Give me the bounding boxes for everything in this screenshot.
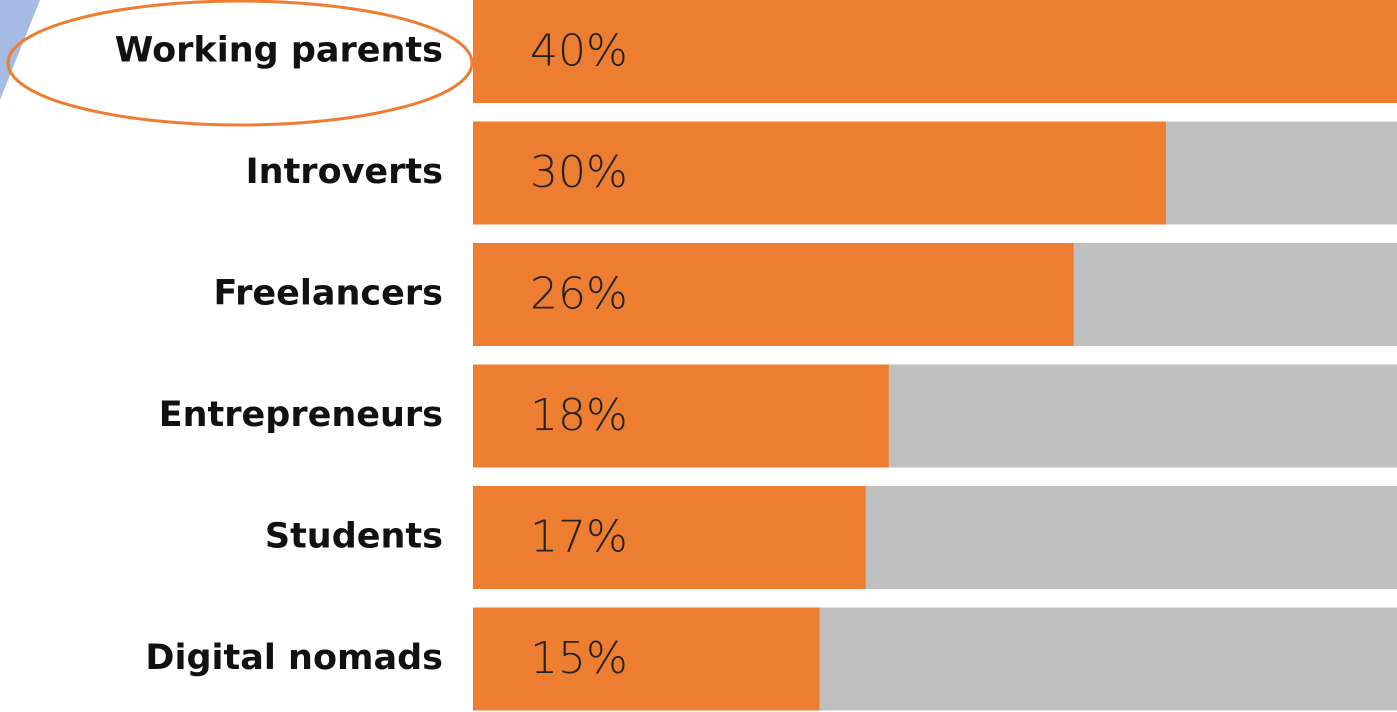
category-label: Entrepreneurs	[159, 395, 443, 435]
value-label: 15%	[530, 633, 628, 684]
value-label: 26%	[530, 269, 628, 320]
bar	[473, 486, 866, 589]
category-label: Digital nomads	[145, 638, 443, 678]
category-label: Students	[265, 517, 443, 557]
value-label: 17%	[530, 512, 628, 563]
value-label: 18%	[530, 390, 628, 441]
bar	[473, 243, 1074, 346]
category-label: Working parents	[115, 31, 443, 71]
bar	[473, 364, 889, 468]
bar	[473, 121, 1166, 225]
bar	[473, 0, 1397, 103]
category-label: Freelancers	[213, 274, 443, 314]
value-label: 30%	[530, 147, 628, 198]
bar	[473, 607, 820, 711]
value-label: 40%	[530, 26, 628, 77]
bars: Working parents 40% Introverts 30% Freelance…	[115, 0, 1397, 711]
highlight-ellipse	[6, 0, 474, 127]
category-label: Introverts	[246, 152, 443, 192]
corner-decoration	[0, 0, 40, 100]
